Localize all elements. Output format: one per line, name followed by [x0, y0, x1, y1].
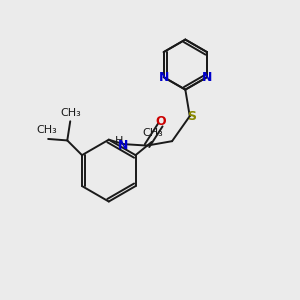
Text: N: N — [118, 139, 128, 152]
Text: CH₃: CH₃ — [142, 128, 163, 138]
Text: O: O — [156, 115, 166, 128]
Text: CH₃: CH₃ — [60, 108, 81, 118]
Text: H: H — [115, 136, 123, 146]
Text: S: S — [187, 110, 196, 123]
Text: N: N — [158, 70, 169, 84]
Text: CH₃: CH₃ — [36, 125, 57, 135]
Text: N: N — [202, 70, 212, 84]
